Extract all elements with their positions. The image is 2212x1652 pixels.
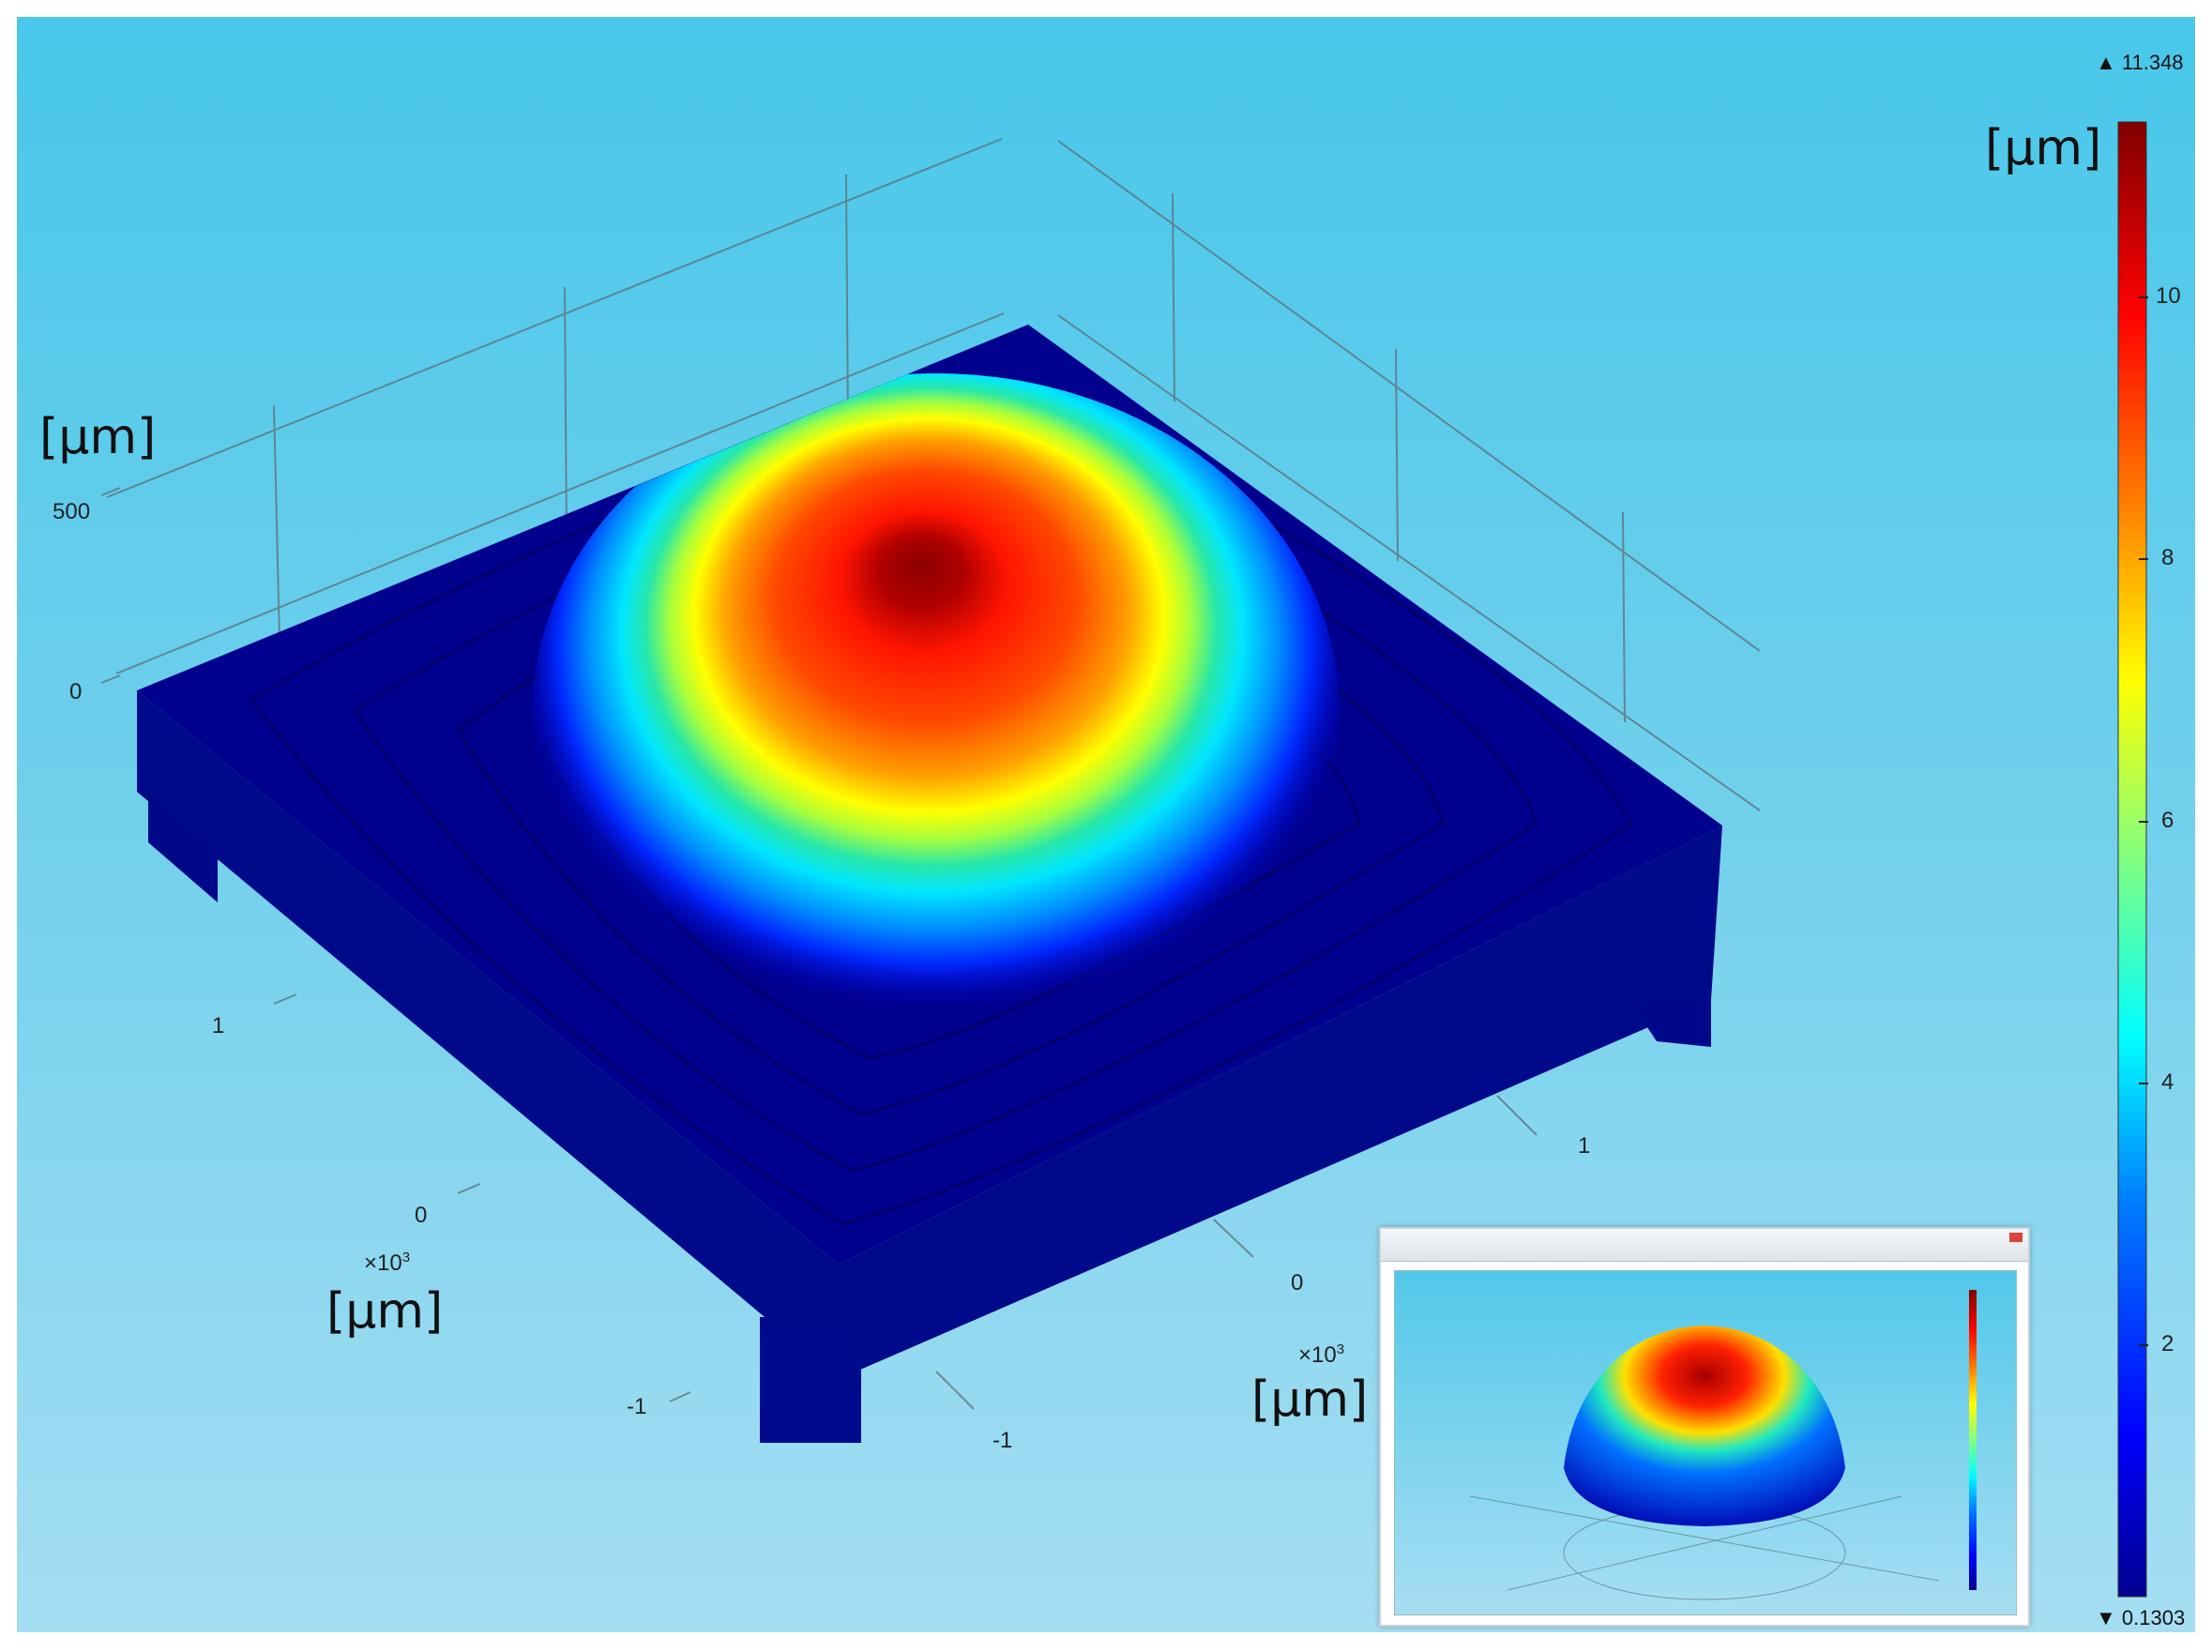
colorbar-tick-8: 8: [2161, 545, 2174, 570]
x-axis-unit-label: [µm]: [1251, 1372, 1369, 1428]
inset-viewport: [1394, 1270, 2017, 1615]
y-axis-multiplier: ×103: [364, 1250, 411, 1276]
dome-surface: [533, 373, 1340, 1049]
y-axis-tick-neg1: -1: [627, 1394, 647, 1419]
inset-screenshot: [1379, 1227, 2030, 1627]
colorbar: [2117, 121, 2147, 1598]
axis-box-lines: [100, 138, 1761, 1410]
colorbar-max-label: ▲ 11.348: [2096, 51, 2184, 74]
surface-block: [137, 325, 1722, 1443]
x-axis-tick-neg1: -1: [992, 1428, 1013, 1453]
colorbar-tick-4: 4: [2161, 1069, 2174, 1095]
colorbar-tick-6: 6: [2161, 808, 2174, 833]
y-axis-tick-0: 0: [415, 1203, 428, 1228]
z-axis-tick-0: 0: [69, 679, 83, 705]
x-axis-tick-1: 1: [1578, 1133, 1591, 1159]
z-axis-unit-label: [µm]: [39, 409, 157, 465]
y-axis-unit-label: [µm]: [326, 1283, 444, 1340]
inset-dome: [1564, 1326, 1845, 1526]
x-axis-tick-0: 0: [1291, 1270, 1304, 1296]
inset-close-icon: [2009, 1233, 2023, 1242]
colorbar-unit-label: [µm]: [1985, 120, 2102, 176]
plot-stage: [100, 121, 2148, 1598]
colorbar-tick-10: 10: [2156, 283, 2181, 309]
y-axis-tick-1: 1: [212, 1013, 225, 1038]
x-axis-multiplier: ×103: [1298, 1341, 1345, 1368]
inset-toolbar: [1381, 1229, 2028, 1262]
colorbar-min-label: ▼ 0.1303: [2096, 1606, 2186, 1629]
colorbar-tick-2: 2: [2161, 1331, 2174, 1356]
inset-plot: [1469, 1290, 1977, 1600]
z-axis-tick-500: 500: [53, 499, 91, 524]
inset-colorbar: [1969, 1290, 1977, 1590]
plot-viewport: [µm] 500 0 1 0 -1 ×103 [µm] 1 0 -1 ×103 …: [17, 17, 2195, 1632]
colorbar-ticks: [2139, 296, 2148, 1346]
